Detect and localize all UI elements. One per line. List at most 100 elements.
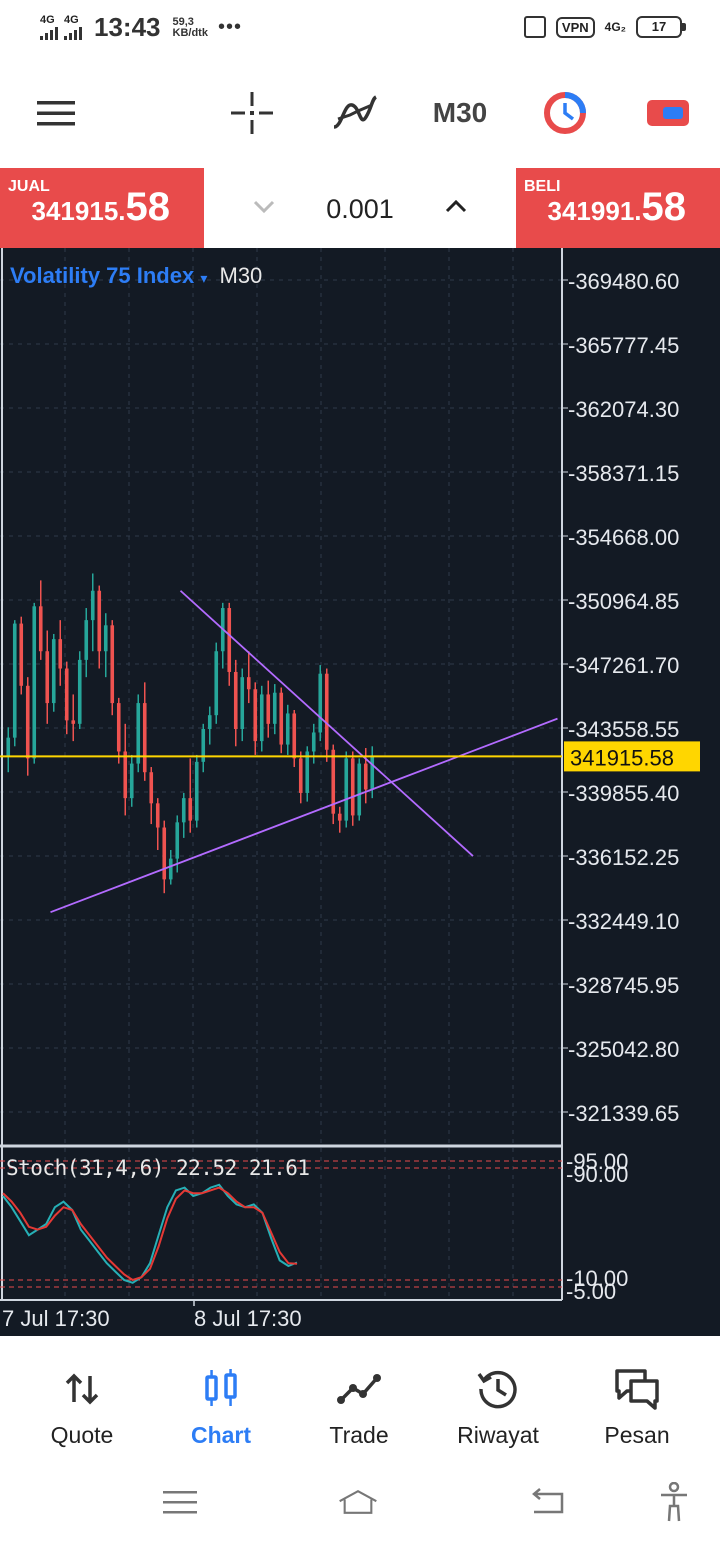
candle-body	[142, 703, 147, 773]
network-4g-icon: 4G₂	[604, 20, 626, 34]
candle-body	[350, 758, 355, 816]
candle-body	[233, 671, 238, 730]
sell-price-main: 341915.	[31, 196, 126, 226]
lot-increase-button[interactable]	[442, 192, 470, 220]
candle-body	[305, 751, 310, 793]
trade-clock-button[interactable]	[540, 88, 590, 138]
price-chart[interactable]: -369480.60 -365777.45 -362074.30 -358371.15…	[0, 248, 720, 1336]
price-axis-label: -321339.65	[568, 1101, 679, 1126]
candle-body	[188, 798, 193, 821]
recent-apps-button[interactable]	[160, 1482, 200, 1522]
candle-body	[207, 715, 212, 730]
candle-body	[298, 758, 303, 793]
nav-quote[interactable]: Quote	[17, 1366, 147, 1449]
candle-body	[103, 625, 108, 652]
sell-label: JUAL	[8, 178, 50, 195]
sell-button[interactable]: JUAL 341915.58	[0, 168, 204, 248]
price-axis-label: -362074.30	[568, 397, 679, 422]
nav-quote-label: Quote	[50, 1422, 114, 1448]
sell-price-big: 58	[125, 185, 171, 229]
buy-price: 341991.58	[548, 185, 686, 230]
candle-body	[266, 694, 271, 724]
crosshair-icon	[231, 92, 273, 134]
candle-body	[45, 651, 50, 704]
battery-icon: 17	[636, 16, 686, 38]
price-axis-label: -328745.95	[568, 973, 679, 998]
price-axis-label: -354668.00	[568, 525, 679, 550]
nav-chart-label: Chart	[190, 1422, 252, 1448]
indicators-button[interactable]	[330, 88, 380, 138]
stoch-level-label: -95.00	[566, 1149, 628, 1174]
candle-body	[194, 761, 199, 821]
current-price-tag-bg	[564, 741, 700, 772]
buy-button[interactable]: BELI 341991.58	[516, 168, 720, 248]
stoch-level-label: -10.00	[566, 1266, 628, 1291]
lot-decrease-button[interactable]	[250, 192, 278, 220]
candle-body	[110, 625, 115, 704]
nav-trade[interactable]: Trade	[294, 1366, 424, 1449]
symbol-dropdown-icon[interactable]: ▾	[200, 270, 208, 286]
price-axis-label: -350964.85	[568, 589, 679, 614]
symbol-name[interactable]: Volatility 75 Index	[10, 263, 195, 288]
accessibility-button[interactable]	[654, 1482, 694, 1522]
nav-messages[interactable]: Pesan	[572, 1366, 702, 1449]
lot-input[interactable]: 0.001	[326, 194, 394, 224]
nav-history[interactable]: Riwayat	[433, 1366, 563, 1449]
candle-body	[6, 737, 11, 757]
nav-trade-label: Trade	[329, 1422, 389, 1448]
signal-bars-icon	[64, 26, 82, 40]
candle-body	[253, 689, 258, 742]
home-button[interactable]	[338, 1482, 378, 1522]
candle-body	[123, 751, 128, 799]
crosshair-button[interactable]	[230, 88, 274, 138]
price-axis-label: -343558.55	[568, 717, 679, 742]
price-axis-label: -332449.10	[568, 909, 679, 934]
symbol-title[interactable]: Volatility 75 Index ▾ M30	[10, 263, 262, 289]
candle-body	[337, 813, 342, 821]
objects-icon	[647, 100, 689, 126]
chevron-down-icon	[253, 200, 275, 214]
timeframe-button[interactable]: M30	[432, 97, 488, 128]
candle-body	[318, 673, 323, 733]
price-axis-label: -369480.60	[568, 269, 679, 294]
candle-body	[344, 758, 349, 821]
back-icon	[532, 1488, 564, 1514]
buy-price-main: 341991.	[547, 196, 642, 226]
accessibility-icon	[661, 1482, 687, 1522]
candle-body	[155, 803, 160, 828]
candle-body	[175, 822, 180, 859]
candle-body	[58, 639, 63, 669]
home-icon	[339, 1489, 377, 1514]
candle-body	[19, 623, 24, 686]
candle-body	[214, 651, 219, 716]
chart-toolbar: M30	[0, 58, 720, 168]
network-speed-unit: KB/dtk	[172, 26, 208, 39]
signal-1: 4G	[40, 15, 58, 40]
menu-button[interactable]	[36, 88, 76, 138]
candle-body	[168, 858, 173, 880]
trade-line-icon	[337, 1374, 381, 1404]
nav-messages-label: Pesan	[604, 1422, 670, 1448]
objects-button[interactable]	[644, 88, 692, 138]
price-axis-label: -325042.80	[568, 1037, 679, 1062]
candle-body	[116, 703, 121, 752]
hamburger-icon	[37, 101, 75, 126]
bottom-navigation: Quote Chart Trade	[0, 1336, 720, 1462]
history-icon	[477, 1370, 517, 1409]
candle-body	[370, 756, 375, 790]
buy-label: BELI	[524, 178, 561, 195]
signal-2: 4G	[64, 15, 82, 40]
current-price-tag: 341915.58	[570, 745, 674, 770]
trendline-lower	[50, 717, 558, 914]
stochastic-label: Stoch(31,4,6) 22.52 21.61	[6, 1156, 310, 1180]
time-axis-label: 7 Jul 17:30	[2, 1306, 110, 1331]
price-axis-label: -339855.40	[568, 781, 679, 806]
candle-body	[331, 749, 336, 814]
stoch-signal-line	[2, 1186, 298, 1282]
nav-chart[interactable]: Chart	[156, 1366, 286, 1449]
candle-body	[97, 590, 102, 652]
candle-body	[259, 694, 264, 742]
chart-canvas[interactable]: -369480.60 -365777.45 -362074.30 -358371.15…	[0, 248, 720, 1336]
back-button[interactable]	[528, 1482, 568, 1522]
candle-body	[38, 606, 43, 652]
